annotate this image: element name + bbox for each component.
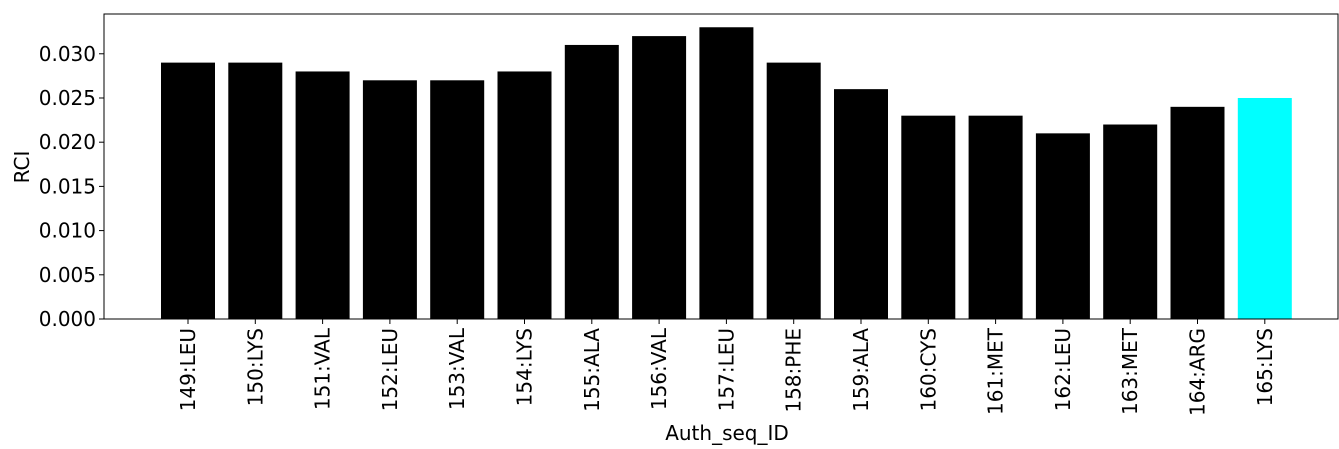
bar-160-cys (901, 115, 956, 319)
bar-155-ala (564, 44, 619, 319)
bar-159-ala (834, 89, 888, 319)
x-tick-label: 155:ALA (580, 328, 604, 412)
bar-156-val (632, 36, 687, 319)
x-tick-label: 163:MET (1118, 327, 1142, 415)
y-axis-label: RCI (10, 151, 34, 184)
x-tick-label: 161:MET (984, 327, 1008, 415)
x-tick-label: 149:LEU (176, 328, 200, 411)
y-tick-label: 0.010 (39, 219, 96, 243)
y-tick-label: 0.005 (39, 263, 96, 287)
bar-161-met (968, 115, 1023, 319)
plot-frame (103, 13, 1339, 320)
x-tick-label: 159:ALA (849, 328, 873, 412)
bar-158-phe (766, 62, 821, 320)
x-tick-label: 156:VAL (647, 327, 671, 410)
bar-149-leu (161, 62, 215, 320)
x-tick-label: 153:VAL (445, 327, 469, 410)
y-tick-label: 0.030 (39, 42, 96, 66)
x-tick-label: 157:LEU (714, 328, 738, 411)
bar-165-lys (1237, 97, 1292, 320)
bar-152-leu (362, 80, 417, 319)
bar-157-leu (699, 27, 754, 319)
bar-163-met (1103, 124, 1158, 319)
y-tick-label: 0.000 (39, 307, 96, 331)
x-tick-label: 151:VAL (311, 327, 335, 410)
bar-164-arg (1170, 106, 1225, 319)
bars-group (161, 27, 1292, 320)
x-axis-label: Auth_seq_ID (665, 421, 789, 445)
x-tick-label: 158:PHE (782, 328, 806, 413)
y-tick-label: 0.025 (39, 86, 96, 110)
y-tick-label: 0.020 (39, 130, 96, 154)
bar-162-leu (1035, 133, 1090, 319)
x-tick-label: 160:CYS (916, 328, 940, 411)
x-tick-label: 165:LYS (1253, 328, 1277, 406)
x-tick-label: 150:LYS (243, 328, 267, 406)
y-tick-label: 0.015 (39, 174, 96, 198)
x-tick-label: 162:LEU (1051, 328, 1075, 411)
y-axis-ticks: 0.000 0.005 0.010 0.015 0.020 0.025 0.030 (39, 42, 104, 331)
bar-150-lys (228, 62, 283, 320)
bar-154-lys (497, 71, 552, 320)
x-tick-label: 154:LYS (513, 328, 537, 406)
x-tick-label: 152:LEU (378, 328, 402, 411)
x-axis-ticks: 149:LEU 150:LYS 151:VAL 152:LEU 153:VAL 154:L… (176, 319, 1277, 416)
x-tick-label: 164:ARG (1186, 328, 1210, 416)
bar-151-val (295, 71, 350, 320)
bar-153-val (430, 80, 485, 319)
